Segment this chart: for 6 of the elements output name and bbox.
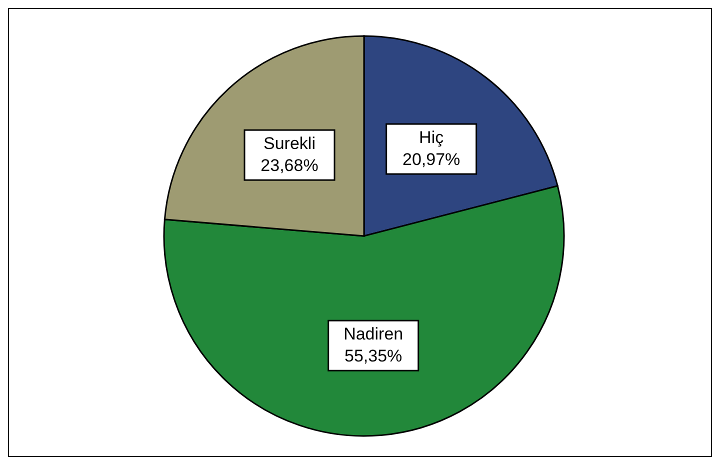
data-label: 23,68%: [260, 156, 318, 176]
data-label: 20,97%: [402, 150, 460, 170]
slice-label: Surekli: [264, 134, 316, 154]
slice-label: Nadiren: [344, 324, 404, 344]
slice-label: Hiç: [419, 128, 444, 148]
data-label: 55,35%: [344, 346, 402, 366]
